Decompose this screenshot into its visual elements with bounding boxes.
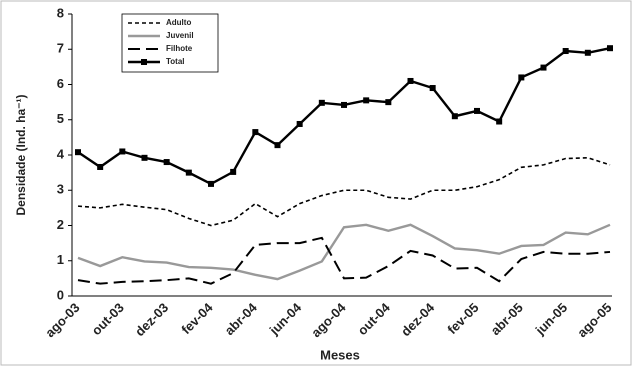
y-tick-label: 0 — [57, 287, 64, 302]
series-line — [77, 223, 611, 281]
y-tick-label: 4 — [57, 146, 65, 161]
point — [318, 99, 325, 106]
point — [385, 99, 392, 106]
point — [141, 154, 148, 161]
series-line — [77, 236, 611, 285]
point — [341, 101, 347, 108]
point — [451, 113, 458, 120]
point — [75, 149, 81, 156]
y-tick-label: 2 — [57, 217, 64, 232]
y-tick-label: 3 — [57, 182, 64, 197]
point — [540, 64, 547, 71]
legend-label: Adulto — [166, 18, 191, 27]
point — [518, 74, 525, 81]
y-tick-label: 7 — [57, 41, 64, 56]
point — [474, 107, 480, 114]
point — [185, 169, 192, 176]
legend-label: Juvenil — [166, 31, 194, 40]
legend-label: Filhote — [166, 44, 193, 53]
point — [363, 97, 370, 104]
point — [562, 48, 569, 55]
point — [607, 45, 613, 52]
y-tick-label: 1 — [57, 252, 64, 267]
y-tick-label: 8 — [57, 5, 64, 20]
point — [208, 180, 214, 187]
x-axis-title: Meses — [320, 347, 360, 362]
point — [407, 77, 414, 84]
point — [584, 49, 591, 56]
legend-marker — [141, 59, 147, 65]
point — [252, 129, 259, 136]
legend-label: Total — [166, 57, 185, 66]
point — [496, 118, 503, 125]
point — [274, 142, 281, 149]
point — [429, 85, 436, 92]
y-tick-label: 6 — [57, 76, 64, 91]
point — [163, 159, 170, 166]
point — [296, 120, 303, 127]
y-tick-label: 5 — [57, 111, 64, 126]
series-line — [77, 157, 611, 227]
point — [230, 168, 237, 175]
point — [119, 148, 126, 155]
y-axis-title: Densidade (Ind. ha⁻¹) — [14, 94, 28, 215]
point — [97, 163, 104, 170]
